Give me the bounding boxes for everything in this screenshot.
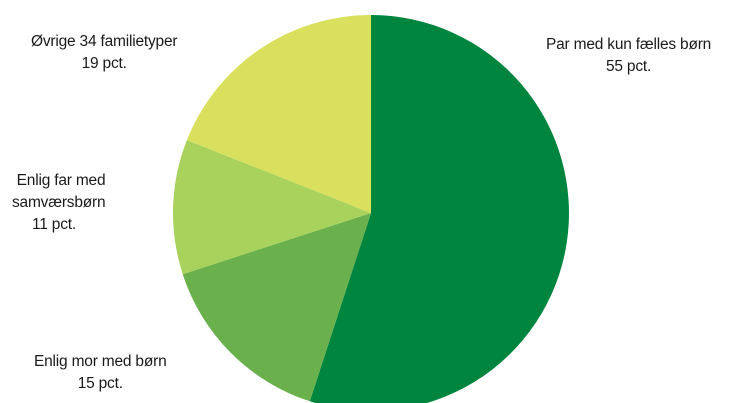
label-ovrige: Øvrige 34 familietyper 19 pct. [31, 31, 178, 75]
pie-slice-ovrige [186, 14, 371, 213]
label-far-line2: samværsbørn [12, 194, 106, 211]
pie-slice-par [309, 15, 569, 403]
pie-slice-far [172, 140, 371, 275]
label-far: Enlig far med samværsbørn 11 pct. [12, 170, 106, 236]
label-far-value: 11 pct. [32, 216, 76, 233]
label-par-value: 55 pct. [605, 58, 652, 75]
label-ovrige-value: 19 pct. [81, 55, 127, 72]
label-mor: Enlig mor med børn 15 pct. [34, 351, 167, 395]
label-mor-value: 15 pct. [77, 375, 123, 392]
label-par-name: Par med kun fælles børn [546, 36, 712, 53]
pie-slices [172, 14, 569, 403]
label-par: Par med kun fælles børn 55 pct. [546, 34, 711, 78]
pie-slice-mor [182, 213, 371, 402]
label-far-line1: Enlig far med [16, 172, 106, 189]
label-mor-name: Enlig mor med børn [34, 353, 167, 370]
label-ovrige-name: Øvrige 34 familietyper [31, 33, 178, 50]
